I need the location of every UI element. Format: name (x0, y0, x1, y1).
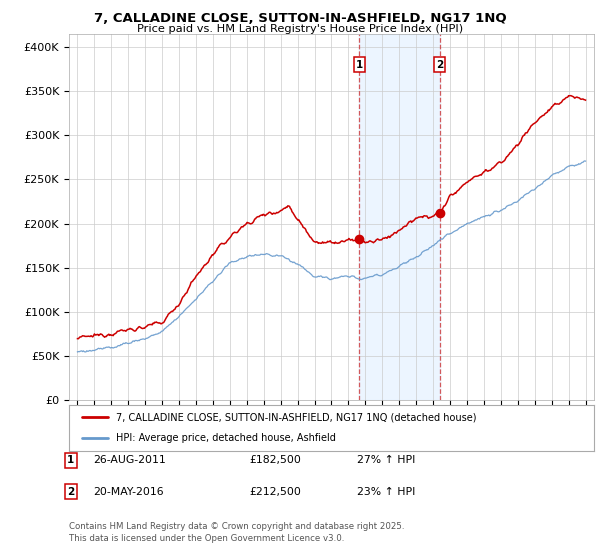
Text: 2: 2 (436, 60, 443, 70)
Text: 27% ↑ HPI: 27% ↑ HPI (357, 455, 415, 465)
Text: Price paid vs. HM Land Registry's House Price Index (HPI): Price paid vs. HM Land Registry's House … (137, 24, 463, 34)
Text: Contains HM Land Registry data © Crown copyright and database right 2025.
This d: Contains HM Land Registry data © Crown c… (69, 522, 404, 543)
Text: 23% ↑ HPI: 23% ↑ HPI (357, 487, 415, 497)
Text: 7, CALLADINE CLOSE, SUTTON-IN-ASHFIELD, NG17 1NQ: 7, CALLADINE CLOSE, SUTTON-IN-ASHFIELD, … (94, 12, 506, 25)
Bar (359, 34, 440, 400)
Text: HPI: Average price, detached house, Ashfield: HPI: Average price, detached house, Ashf… (116, 433, 336, 444)
Text: 26-AUG-2011: 26-AUG-2011 (93, 455, 166, 465)
Text: 1: 1 (67, 455, 74, 465)
Text: £212,500: £212,500 (249, 487, 301, 497)
Text: 1: 1 (356, 60, 363, 70)
Text: 2: 2 (67, 487, 74, 497)
Text: £182,500: £182,500 (249, 455, 301, 465)
Text: 20-MAY-2016: 20-MAY-2016 (93, 487, 164, 497)
Text: 7, CALLADINE CLOSE, SUTTON-IN-ASHFIELD, NG17 1NQ (detached house): 7, CALLADINE CLOSE, SUTTON-IN-ASHFIELD, … (116, 412, 477, 422)
